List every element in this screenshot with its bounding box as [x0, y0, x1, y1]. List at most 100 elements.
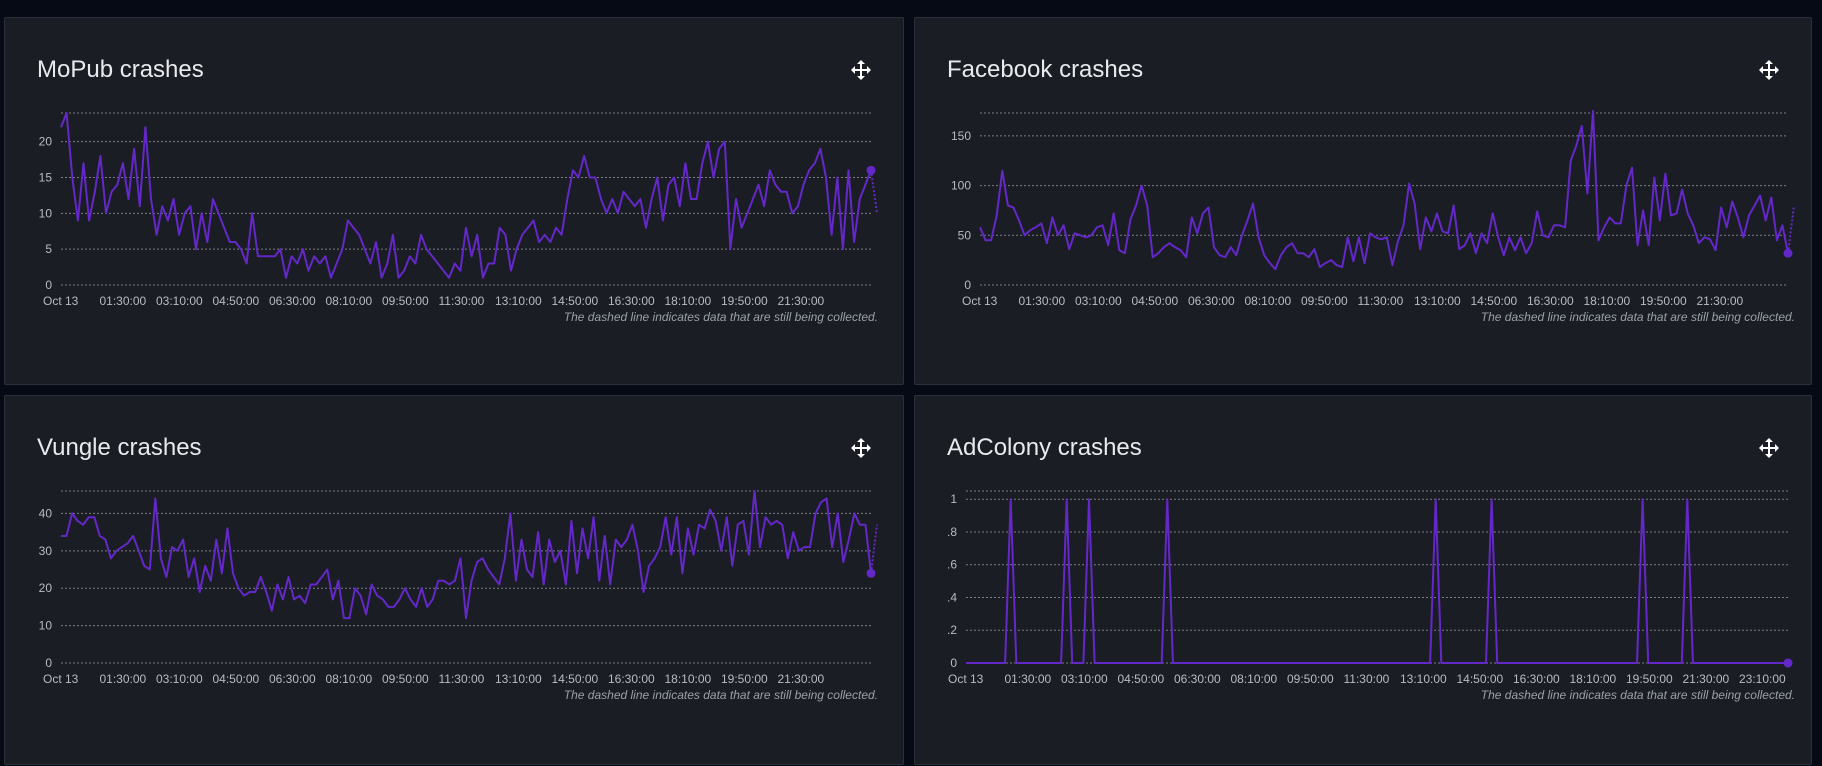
panel-title: AdColony crashes: [947, 434, 1142, 461]
pending-data-note: The dashed line indicates data that are …: [564, 688, 878, 702]
pending-data-note: The dashed line indicates data that are …: [1481, 310, 1795, 324]
move-arrows-icon[interactable]: [1759, 438, 1779, 458]
x-tick-label: Oct 13: [962, 294, 998, 308]
x-tick-label: 01:30:00: [100, 294, 147, 308]
y-tick-label: 10: [39, 619, 53, 633]
y-tick-label: 15: [39, 171, 53, 185]
x-tick-label: 04:50:00: [1132, 294, 1179, 308]
move-arrows-icon[interactable]: [851, 438, 871, 458]
adcolony-crashes-panel: AdColony crashes 0 .2 .4 .6 .8 1 Oct 13 01:30:0…: [914, 395, 1812, 765]
x-tick-label: 19:50:00: [1640, 294, 1687, 308]
pending-data-note: The dashed line indicates data that are …: [1481, 688, 1795, 702]
pending-segment: [870, 524, 878, 574]
x-tick-label: 21:30:00: [1697, 294, 1744, 308]
panel-title: Vungle crashes: [37, 434, 202, 461]
x-tick-label: 06:30:00: [269, 294, 316, 308]
x-tick-label: 08:10:00: [1245, 294, 1292, 308]
last-point-marker: [1783, 248, 1793, 258]
y-tick-label: 40: [39, 506, 53, 520]
y-tick-label: 5: [45, 242, 52, 256]
x-tick-label: Oct 13: [43, 294, 79, 308]
y-tick-label: 0: [950, 656, 957, 670]
x-tick-label: 16:30:00: [608, 294, 655, 308]
x-tick-label: 18:10:00: [665, 294, 712, 308]
x-tick-label: 16:30:00: [1513, 672, 1560, 686]
pending-segment: [1787, 205, 1795, 254]
x-tick-label: 03:10:00: [1061, 672, 1108, 686]
x-tick-label: 06:30:00: [269, 672, 316, 686]
x-tick-label: 19:50:00: [1626, 672, 1673, 686]
x-tick-label: 14:50:00: [552, 294, 599, 308]
x-tick-label: 04:50:00: [1118, 672, 1165, 686]
x-tick-label: 06:30:00: [1174, 672, 1221, 686]
y-tick-label: 50: [958, 228, 972, 242]
panel-title: MoPub crashes: [37, 56, 204, 83]
x-tick-label: 19:50:00: [721, 672, 768, 686]
x-tick-label: 01:30:00: [1005, 672, 1052, 686]
x-tick-label: 09:50:00: [382, 294, 429, 308]
last-point-marker: [866, 568, 876, 578]
y-tick-label: 30: [39, 544, 53, 558]
x-tick-label: 11:30:00: [439, 294, 485, 308]
y-tick-label: 150: [951, 129, 971, 143]
chart-svg: 0 .2 .4 .6 .8 1 Oct 13 01:30:00 03:10:00 04:50:00…: [947, 490, 1795, 702]
x-tick-label: 09:50:00: [1301, 294, 1348, 308]
x-tick-label: 04:50:00: [213, 672, 260, 686]
move-arrows-icon[interactable]: [851, 60, 871, 80]
x-tick-label: 08:10:00: [1231, 672, 1278, 686]
x-tick-label: 01:30:00: [100, 672, 147, 686]
x-tick-label: 16:30:00: [1527, 294, 1574, 308]
y-tick-label: 0: [964, 278, 971, 292]
pending-data-note: The dashed line indicates data that are …: [564, 310, 878, 324]
x-tick-label: 13:10:00: [1400, 672, 1447, 686]
x-tick-label: 11:30:00: [1344, 672, 1390, 686]
series-line: [979, 110, 1789, 271]
y-tick-label: 10: [39, 206, 53, 220]
chart-svg: 0 50 100 150 Oct 13 01:30:00 03:10:00 04:50:00 0…: [951, 110, 1795, 324]
x-tick-label: 23:10:00: [1739, 672, 1786, 686]
series-line: [966, 498, 1788, 664]
x-tick-label: 08:10:00: [326, 672, 373, 686]
y-tick-label: .4: [947, 590, 957, 604]
x-tick-label: 18:10:00: [665, 672, 712, 686]
x-tick-label: 14:50:00: [552, 672, 599, 686]
y-tick-label: .6: [947, 558, 957, 572]
y-tick-label: 0: [45, 656, 52, 670]
vungle-crashes-panel: Vungle crashes 0 10 20 30 40 Oct 13 01:30:00 03…: [4, 395, 904, 765]
x-tick-label: 18:10:00: [1584, 294, 1631, 308]
x-tick-label: 08:10:00: [326, 294, 373, 308]
y-tick-label: 20: [39, 581, 53, 595]
x-tick-label: 19:50:00: [721, 294, 768, 308]
y-tick-label: .8: [947, 525, 957, 539]
x-tick-label: 21:30:00: [778, 294, 825, 308]
x-tick-label: 09:50:00: [382, 672, 429, 686]
facebook-crashes-panel: Facebook crashes 0 50 100 150 Oct 13 01:30:00…: [914, 17, 1812, 385]
y-tick-label: 20: [39, 135, 53, 149]
move-arrows-icon[interactable]: [1759, 60, 1779, 80]
mopub-crashes-panel: MoPub crashes 0 5 10 15 20 Oct 13 01:30:00 03:1…: [4, 17, 904, 385]
x-tick-label: 13:10:00: [495, 294, 542, 308]
x-tick-label: 14:50:00: [1471, 294, 1518, 308]
y-tick-label: 100: [951, 179, 971, 193]
y-tick-label: .2: [947, 623, 957, 637]
x-tick-label: 11:30:00: [439, 672, 485, 686]
x-tick-label: 21:30:00: [1683, 672, 1730, 686]
x-tick-label: 06:30:00: [1188, 294, 1235, 308]
x-tick-label: 03:10:00: [1075, 294, 1122, 308]
x-tick-label: Oct 13: [948, 672, 984, 686]
x-tick-label: 16:30:00: [608, 672, 655, 686]
y-tick-label: 1: [950, 492, 957, 506]
series-line: [60, 112, 872, 279]
chart-svg: 0 5 10 15 20 Oct 13 01:30:00 03:10:00 04:50:00 06…: [39, 112, 878, 324]
x-tick-label: 18:10:00: [1570, 672, 1617, 686]
x-tick-label: 11:30:00: [1358, 294, 1404, 308]
panel-title: Facebook crashes: [947, 56, 1144, 83]
x-tick-label: 04:50:00: [213, 294, 260, 308]
chart-svg: 0 10 20 30 40 Oct 13 01:30:00 03:10:00 04:50:00 0…: [39, 490, 878, 702]
x-tick-label: 13:10:00: [1414, 294, 1461, 308]
x-tick-label: 09:50:00: [1287, 672, 1334, 686]
x-tick-label: 21:30:00: [778, 672, 825, 686]
y-tick-label: 0: [45, 278, 52, 292]
x-tick-label: 01:30:00: [1019, 294, 1066, 308]
last-point-marker: [866, 165, 876, 175]
